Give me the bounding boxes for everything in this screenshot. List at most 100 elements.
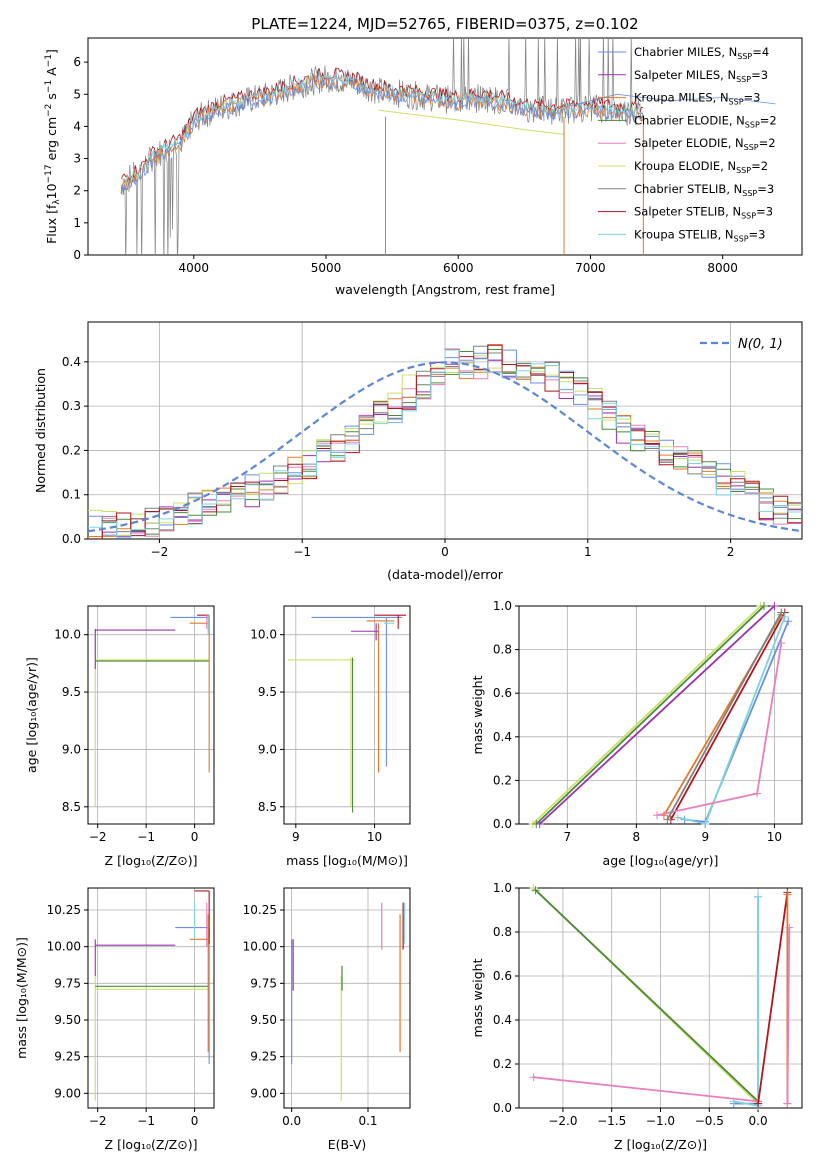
y-tick-label: 9.00: [250, 1086, 277, 1100]
series-point: [529, 1073, 538, 1082]
y-axis-title: Normed distribution: [33, 368, 48, 493]
x-tick-label: −1.5: [597, 1114, 626, 1128]
y-tick-label: 6: [73, 55, 81, 69]
age-vs-mass-frame: [283, 605, 411, 825]
miles-extension-line: [563, 93, 776, 108]
y-tick-label: 9.5: [62, 685, 81, 699]
y-tick-label: 0.2: [493, 1057, 512, 1071]
series-point: [653, 811, 662, 820]
x-tick-label: −1: [293, 545, 311, 559]
x-tick-label: 10: [767, 830, 782, 844]
y-tick-label: 9.75: [54, 976, 81, 990]
x-tick-label: −1.0: [646, 1114, 675, 1128]
x-tick-label: 9: [702, 830, 710, 844]
y-tick-label: 9.00: [54, 1086, 81, 1100]
y-tick-label: 0.6: [493, 686, 512, 700]
series-point: [760, 602, 769, 610]
x-tick-label: −0.5: [695, 1114, 724, 1128]
y-tick-label: 0.0: [62, 532, 81, 546]
y-tick-label: 1.0: [493, 881, 512, 895]
x-tick-label: −2: [89, 830, 107, 844]
series-point: [535, 820, 544, 828]
series-point: [770, 602, 779, 610]
age-vs-Z-frame: [87, 605, 215, 825]
y-axis-title: mass weight: [470, 675, 485, 754]
age-vs-Z-axes: [84, 605, 215, 828]
series-point: [729, 1097, 738, 1106]
age-vs-mass-marks: [287, 614, 407, 813]
series-point: [780, 612, 789, 621]
series-line: [532, 605, 762, 825]
legend-label: Salpeter STELIB, NSSP=3: [634, 205, 773, 221]
histogram-steps: [88, 344, 802, 539]
histogram-series-line: [88, 349, 802, 539]
legend-label: Chabrier STELIB, NSSP=3: [634, 182, 774, 198]
legend-label: Kroupa MILES, NSSP=3: [634, 91, 760, 107]
model-line: [120, 72, 644, 185]
y-tick-label: 0.3: [62, 399, 81, 413]
y-tick-label: 0.2: [493, 773, 512, 787]
x-tick-label: 0: [441, 545, 449, 559]
y-tick-label: 10.0: [54, 628, 81, 642]
y-tick-label: 9.5: [258, 685, 277, 699]
y-tick-label: 0.2: [62, 443, 81, 457]
x-tick-label: 8000: [707, 261, 738, 275]
x-tick-label: 2: [727, 545, 735, 559]
y-tick-label: 5: [73, 87, 81, 101]
mass-vs-EBV-frame: [283, 887, 411, 1109]
mass-vs-Z-frame: [87, 887, 215, 1109]
y-tick-label: 1.0: [493, 599, 512, 613]
x-axis-title: Z [log₁₀(Z/Z⊙)]: [105, 853, 198, 868]
y-tick-label: 0.1: [62, 488, 81, 502]
y-tick-label: 0.4: [62, 355, 81, 369]
histogram-series-line: [88, 348, 802, 539]
legend-label: Salpeter ELODIE, NSSP=2: [634, 136, 776, 152]
x-tick-label: 7: [563, 830, 571, 844]
legend-label: Kroupa ELODIE, NSSP=2: [634, 159, 768, 175]
series-line: [539, 605, 776, 825]
massweight-age-lines: [528, 602, 793, 828]
spectrum-axes: [84, 37, 803, 259]
y-axis-title: mass weight: [470, 958, 485, 1037]
series-point: [663, 815, 672, 824]
x-axis-title: wavelength [Angstrom, rest frame]: [335, 282, 555, 297]
legend-label: Salpeter MILES, NSSP=3: [634, 68, 768, 84]
x-tick-label: 6000: [443, 261, 474, 275]
x-tick-label: −1: [137, 830, 155, 844]
y-tick-label: 0.8: [493, 925, 512, 939]
x-axis-title: (data-model)/error: [387, 567, 504, 582]
x-tick-label: 0.1: [358, 1114, 377, 1128]
x-tick-label: −2: [89, 1114, 107, 1128]
x-tick-label: −1: [137, 1114, 155, 1128]
series-line: [670, 612, 786, 821]
y-tick-label: 3: [73, 152, 81, 166]
y-axis-title: age [log₁₀(age/yr)]: [24, 657, 39, 773]
figure-title: PLATE=1224, MJD=52765, FIBERID=0375, z=0…: [251, 15, 638, 33]
massweight-vs-age-axes: [515, 605, 803, 828]
x-tick-label: 8: [633, 830, 641, 844]
series-point: [783, 890, 792, 899]
series-point: [754, 892, 763, 901]
legend-label: Kroupa STELIB, NSSP=3: [634, 227, 765, 243]
y-tick-label: 2: [73, 184, 81, 198]
x-tick-label: 0.0: [749, 1114, 768, 1128]
y-tick-label: 9.50: [54, 1013, 81, 1027]
legend-label: N(0, 1): [738, 337, 783, 352]
x-axis-title: Z [log₁₀(Z/Z⊙)]: [614, 1137, 707, 1152]
age-vs-mass-axes: [280, 605, 411, 828]
y-tick-label: 0.8: [493, 643, 512, 657]
y-tick-label: 10.00: [47, 940, 81, 954]
y-tick-label: 9.0: [258, 742, 277, 756]
series-point: [784, 617, 793, 626]
series-line: [535, 605, 765, 825]
y-axis-title: Flux [fλ10−17 erg cm−2 s−1 A−1]: [44, 49, 62, 244]
x-axis-title: mass [log₁₀(M/M⊙)]: [286, 853, 408, 868]
series-point: [701, 820, 710, 828]
y-tick-label: 1: [73, 216, 81, 230]
massweight-Z-lines: [529, 884, 794, 1110]
series-line: [533, 1076, 759, 1103]
y-tick-label: 10.00: [243, 940, 277, 954]
x-tick-label: −2.0: [548, 1114, 577, 1128]
series-point: [785, 923, 794, 932]
